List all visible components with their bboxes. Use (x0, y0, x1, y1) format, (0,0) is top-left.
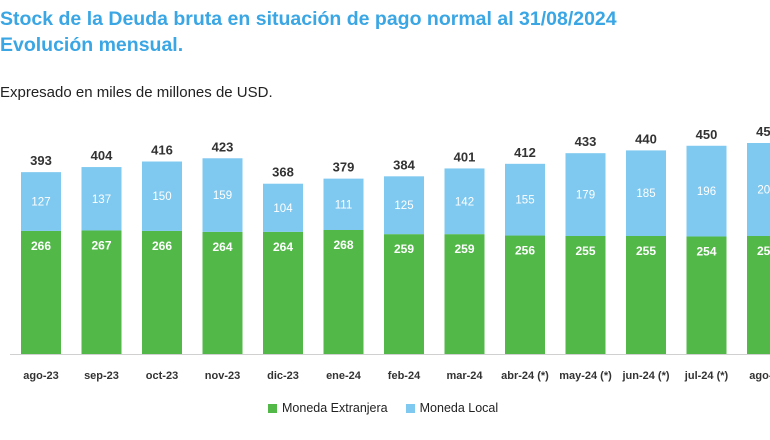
data-label-local: 127 (31, 197, 50, 209)
legend-item-local: Moneda Local (405, 401, 499, 415)
bar-segment-local (444, 168, 485, 235)
x-tick-label: ago-23 (23, 370, 58, 382)
data-label-foreign: 264 (212, 240, 232, 254)
data-label-total: 423 (212, 139, 234, 154)
data-label-local: 150 (152, 191, 171, 203)
bar-segment-foreign (142, 230, 182, 354)
data-label-total: 450 (696, 127, 718, 142)
data-label-local: 104 (273, 203, 293, 215)
bar-segment-foreign (263, 231, 303, 354)
x-tick-label: ene-24 (326, 370, 362, 382)
bar-segment-foreign (81, 230, 122, 354)
data-label-total: 456 (756, 124, 770, 139)
data-label-foreign: 267 (91, 238, 111, 252)
bar-segment-local (565, 153, 606, 237)
bar-segment-local (626, 150, 666, 237)
data-label-foreign: 266 (31, 239, 51, 253)
data-label-local: 137 (92, 194, 111, 206)
data-label-total: 404 (91, 148, 113, 163)
chart-legend: Moneda Extranjera Moneda Local (268, 401, 498, 415)
bar-segment-foreign (384, 234, 424, 354)
bar-segment-local (384, 176, 424, 235)
data-label-foreign: 255 (575, 244, 595, 258)
bar-segment-local (263, 183, 303, 232)
bar-segment-foreign (626, 236, 666, 354)
data-label-total: 440 (635, 131, 657, 146)
bar-segment-foreign (565, 236, 606, 354)
x-tick-label: jul-24 (*) (684, 370, 729, 382)
data-label-local: 142 (455, 196, 474, 208)
chart-title: Stock de la Deuda bruta en situación de … (0, 6, 770, 58)
data-label-foreign: 259 (454, 242, 474, 256)
legend-item-foreign: Moneda Extranjera (268, 401, 388, 415)
legend-swatch-foreign (268, 403, 277, 413)
x-tick-label: jun-24 (*) (621, 370, 669, 382)
bar-segment-local (323, 178, 364, 230)
data-label-total: 416 (151, 143, 173, 158)
bar-segment-local (142, 161, 182, 231)
data-label-total: 433 (575, 134, 597, 149)
bar-segment-foreign (323, 229, 364, 354)
data-label-local: 179 (576, 190, 595, 202)
bar-segment-local (21, 172, 61, 231)
legend-label-local: Moneda Local (419, 401, 499, 415)
data-label-foreign: 256 (515, 244, 535, 258)
data-label-local: 125 (394, 200, 413, 212)
x-tick-label: oct-23 (146, 370, 178, 382)
x-tick-label: ago-24 (749, 370, 770, 382)
data-label-total: 368 (272, 165, 294, 180)
data-label-foreign: 264 (273, 240, 293, 254)
data-label-foreign: 259 (394, 242, 414, 256)
data-label-total: 379 (333, 160, 355, 175)
data-label-foreign: 255 (636, 244, 656, 258)
bar-segment-foreign (444, 234, 485, 354)
bar-segment-local (81, 167, 122, 231)
data-label-foreign: 254 (696, 244, 716, 258)
legend-swatch-local (405, 403, 415, 413)
bar-segment-local (202, 158, 243, 232)
data-label-local: 201 (757, 185, 770, 197)
bar-segment-foreign (747, 236, 770, 354)
data-label-total: 384 (393, 157, 415, 172)
data-label-foreign: 268 (333, 238, 353, 252)
chart-title-line-2: Evolución mensual. (0, 34, 184, 56)
data-label-local: 111 (335, 199, 352, 211)
bar-segment-foreign (202, 231, 243, 354)
x-tick-label: mar-24 (446, 370, 483, 382)
data-label-total: 393 (30, 153, 52, 168)
x-tick-label: may-24 (*) (559, 370, 612, 382)
data-label-local: 155 (515, 195, 534, 207)
data-label-total: 401 (454, 149, 476, 164)
data-label-local: 159 (213, 190, 232, 202)
data-label-total: 412 (514, 145, 536, 160)
x-tick-label: abr-24 (*) (501, 370, 549, 382)
chart-title-line-1: Stock de la Deuda bruta en situación de … (0, 8, 617, 30)
x-tick-label: dic-23 (267, 370, 299, 382)
x-tick-label: feb-24 (388, 370, 421, 382)
chart-subtitle: Expresado en miles de millones de USD. (0, 84, 273, 101)
data-label-foreign: 255 (757, 244, 770, 258)
x-tick-label: sep-23 (84, 370, 119, 382)
data-label-local: 196 (697, 186, 716, 198)
x-tick-label: nov-23 (205, 370, 240, 382)
data-label-local: 185 (636, 188, 655, 200)
bar-segment-foreign (686, 236, 727, 354)
bar-segment-local (686, 145, 727, 237)
bar-segment-foreign (505, 235, 545, 354)
bar-segment-foreign (21, 230, 61, 354)
bar-segment-local (505, 163, 545, 236)
data-label-foreign: 266 (152, 239, 172, 253)
bar-segment-local (747, 143, 770, 237)
legend-label-foreign: Moneda Extranjera (282, 401, 388, 415)
